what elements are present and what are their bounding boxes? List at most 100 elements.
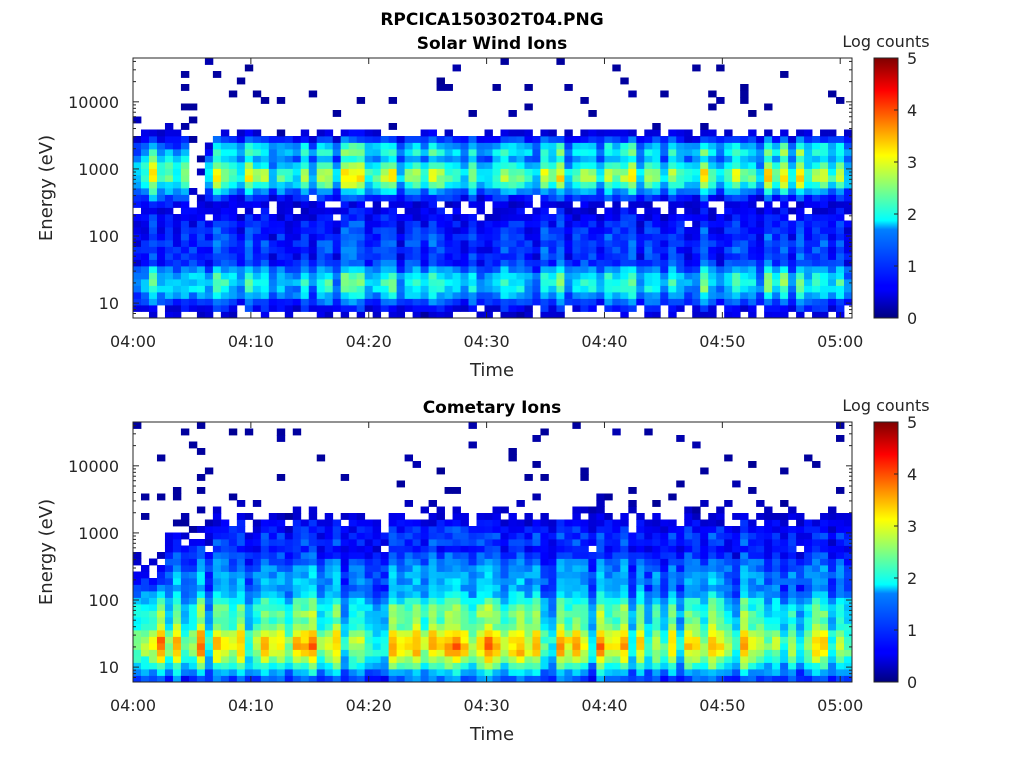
heatmap-cell	[500, 181, 509, 189]
heatmap-cell	[244, 597, 254, 605]
heatmap-cell	[812, 253, 821, 260]
heatmap-cell	[428, 532, 437, 540]
heatmap-cell	[500, 266, 509, 273]
heatmap-cell	[420, 227, 429, 234]
heatmap-cell	[428, 285, 437, 293]
heatmap-cell	[388, 558, 398, 566]
heatmap-cell	[164, 617, 174, 624]
heatmap-cell	[660, 90, 669, 98]
heatmap-cell	[604, 136, 613, 143]
heatmap-cell	[228, 279, 238, 286]
heatmap-cell	[396, 597, 406, 605]
heatmap-cell	[220, 669, 230, 676]
heatmap-cell	[700, 175, 709, 182]
heatmap-cell	[324, 279, 334, 286]
heatmap-cell	[548, 636, 557, 644]
heatmap-cell	[596, 604, 605, 611]
heatmap-cell	[364, 539, 374, 546]
heatmap-cell	[236, 259, 246, 267]
heatmap-cell	[716, 227, 725, 234]
heatmap-cell	[532, 259, 541, 267]
heatmap-cell	[212, 617, 222, 624]
heatmap-cell	[508, 292, 517, 299]
heatmap-cell	[604, 227, 613, 234]
heatmap-cell	[508, 305, 517, 312]
heatmap-cell	[828, 506, 837, 514]
heatmap-cell	[172, 597, 182, 605]
heatmap-cell	[404, 227, 414, 234]
heatmap-cell	[396, 649, 406, 657]
heatmap-cell	[764, 285, 773, 293]
heatmap-cell	[316, 194, 326, 202]
heatmap-cell	[316, 168, 326, 176]
heatmap-cell	[748, 240, 757, 247]
heatmap-cell	[292, 584, 302, 592]
heatmap-cell	[508, 272, 517, 280]
heatmap-cell	[524, 584, 533, 592]
heatmap-cell	[380, 617, 390, 624]
heatmap-cell	[668, 552, 677, 559]
heatmap-cell	[684, 175, 693, 182]
heatmap-cell	[212, 584, 222, 592]
heatmap-cell	[516, 201, 525, 208]
heatmap-cell	[228, 565, 238, 572]
heatmap-cell	[580, 207, 589, 215]
heatmap-cell	[708, 565, 717, 572]
heatmap-cell	[380, 532, 390, 540]
heatmap-cell	[604, 272, 613, 280]
heatmap-cell	[764, 233, 773, 241]
heatmap-cell	[292, 194, 302, 202]
heatmap-cell	[556, 617, 565, 624]
heatmap-cell	[732, 591, 741, 598]
heatmap-cell	[540, 675, 549, 683]
heatmap-cell	[524, 617, 533, 624]
heatmap-cell	[196, 227, 206, 234]
heatmap-cell	[532, 461, 541, 468]
heatmap-cell	[676, 175, 685, 182]
heatmap-cell	[700, 545, 709, 553]
heatmap-cell	[812, 188, 821, 195]
heatmap-cell	[820, 630, 829, 637]
heatmap-cell	[140, 597, 150, 605]
heatmap-cell	[812, 552, 821, 559]
heatmap-cell	[268, 604, 278, 611]
heatmap-cell	[156, 233, 166, 241]
heatmap-cell	[628, 220, 637, 228]
heatmap-cell	[244, 142, 254, 150]
heatmap-cell	[148, 227, 158, 234]
heatmap-cell	[228, 298, 238, 306]
heatmap-cell	[620, 305, 629, 312]
heatmap-cell	[556, 656, 565, 663]
heatmap-cell	[812, 142, 821, 150]
heatmap-cell	[172, 662, 182, 670]
heatmap-cell	[724, 584, 733, 592]
heatmap-cell	[620, 630, 629, 637]
heatmap-cell	[372, 253, 382, 260]
heatmap-cell	[716, 636, 725, 644]
heatmap-cell	[388, 669, 398, 676]
heatmap-cell	[236, 266, 246, 273]
heatmap-cell	[308, 675, 318, 683]
heatmap-cell	[148, 233, 158, 241]
heatmap-cell	[444, 233, 453, 241]
heatmap-cell	[436, 513, 445, 520]
heatmap-cell	[700, 279, 709, 286]
heatmap-cell	[724, 545, 733, 553]
heatmap-cell	[692, 272, 701, 280]
heatmap-cell	[732, 584, 741, 592]
heatmap-cell	[844, 194, 853, 202]
plot-frame-solar-wind	[132, 57, 853, 319]
heatmap-cell	[660, 298, 669, 306]
heatmap-cell	[556, 240, 565, 247]
heatmap-cell	[700, 630, 709, 637]
heatmap-cell	[628, 90, 637, 98]
heatmap-cell	[772, 259, 781, 267]
heatmap-cell	[532, 207, 541, 215]
heatmap-cell	[260, 597, 270, 605]
heatmap-cell	[300, 240, 310, 247]
heatmap-cell	[300, 643, 310, 650]
heatmap-cell	[156, 266, 166, 273]
heatmap-cell	[300, 617, 310, 624]
heatmap-cell	[460, 656, 469, 663]
heatmap-cell	[428, 298, 437, 306]
